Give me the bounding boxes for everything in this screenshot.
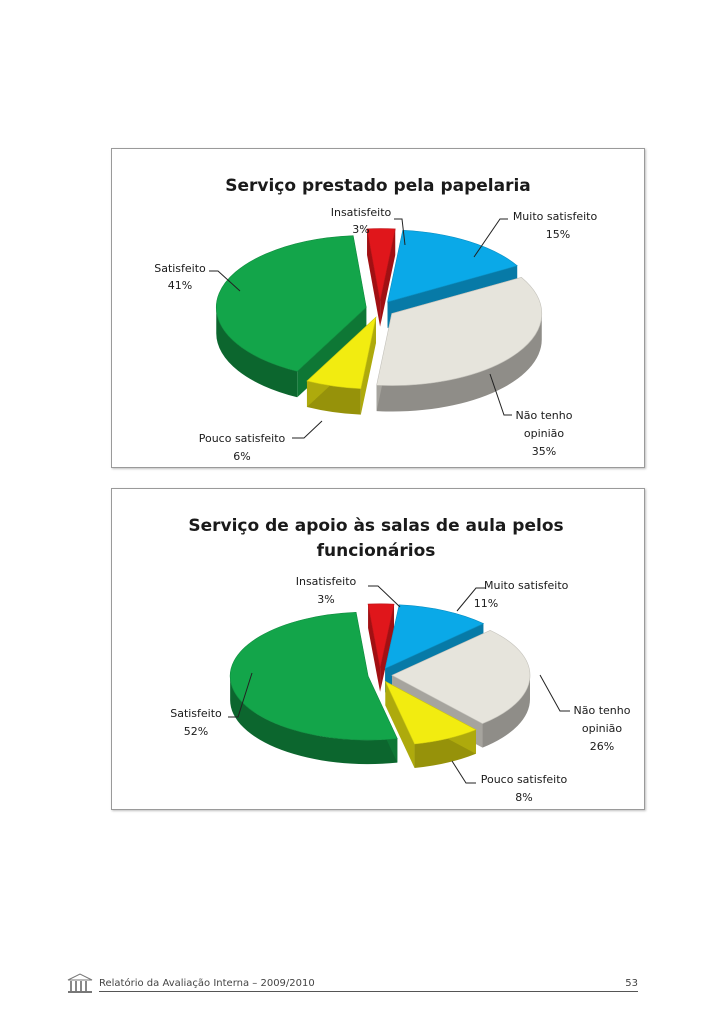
slice-insatisfeito xyxy=(367,603,395,668)
value-satisfeito: 41% xyxy=(168,279,192,292)
value-satisfeito: 52% xyxy=(184,725,208,738)
value-nao-tenho-opiniao: 35% xyxy=(532,445,556,458)
slice-edge-insatisfeito xyxy=(368,604,381,692)
slice-edge-insatisfeito xyxy=(380,228,396,327)
slice-edge-pouco-satisfeito xyxy=(385,681,415,768)
slice-nao-tenho-opiniao xyxy=(376,277,543,386)
label-opiniao: opinião xyxy=(582,722,623,735)
chart-title: Serviço prestado pela papelaria xyxy=(225,176,531,196)
footer-divider xyxy=(99,991,638,992)
school-logo-icon xyxy=(67,973,93,993)
slice-side-satisfeito xyxy=(230,676,398,765)
leader-muito-satisfeito xyxy=(456,587,486,612)
label-insatisfeito: Insatisfeito xyxy=(331,206,392,219)
page-footer: Relatório da Avaliação Interna – 2009/20… xyxy=(66,972,638,994)
leader-nao-tenho-opiniao xyxy=(539,674,570,712)
chart-apoio-salas: Serviço de apoio às salas de aula pelos … xyxy=(111,488,645,810)
value-muito-satisfeito: 15% xyxy=(546,228,570,241)
label-satisfeito: Satisfeito xyxy=(170,707,222,720)
slice-satisfeito xyxy=(229,612,398,741)
slice-edge-insatisfeito xyxy=(367,228,381,327)
leader-muito-satisfeito xyxy=(473,218,508,258)
label-pouco-satisfeito: Pouco satisfeito xyxy=(481,773,568,786)
slice-insatisfeito xyxy=(366,228,396,301)
slice-side-nao-tenho-opiniao xyxy=(376,313,542,412)
slice-edge-insatisfeito xyxy=(380,604,395,692)
value-nao-tenho-opiniao: 26% xyxy=(590,740,614,753)
label-opiniao: opinião xyxy=(524,427,565,440)
pie-slices xyxy=(215,228,543,415)
leader-pouco-satisfeito xyxy=(292,420,323,439)
slice-pouco-satisfeito xyxy=(384,680,477,745)
leader-satisfeito xyxy=(209,270,241,292)
slice-nao-tenho-opiniao xyxy=(391,630,531,724)
label-satisfeito: Satisfeito xyxy=(154,262,206,275)
leader-nao-tenho-opiniao xyxy=(489,373,512,416)
label-muito-satisfeito: Muito satisfeito xyxy=(484,579,569,592)
leader-insatisfeito xyxy=(368,585,401,608)
slice-side-satisfeito xyxy=(216,307,298,398)
footer-title: Relatório da Avaliação Interna – 2009/20… xyxy=(99,978,315,989)
chart-title-line-1: Serviço de apoio às salas de aula pelos xyxy=(188,516,563,536)
leader-pouco-satisfeito xyxy=(451,760,476,784)
pie-chart-papelaria: Serviço prestado pela papelaria Insatisf… xyxy=(154,176,598,463)
slice-muito-satisfeito xyxy=(384,604,485,670)
chart-papelaria: Serviço prestado pela papelaria Insatisf… xyxy=(111,148,645,468)
value-muito-satisfeito: 11% xyxy=(474,597,498,610)
value-insatisfeito: 3% xyxy=(317,593,334,606)
label-pouco-satisfeito: Pouco satisfeito xyxy=(199,432,286,445)
leader-satisfeito xyxy=(228,672,253,718)
pie-slices xyxy=(229,603,531,768)
chart-title-line-2: funcionários xyxy=(317,541,436,561)
slice-pouco-satisfeito xyxy=(306,316,377,389)
label-nao-tenho: Não tenho xyxy=(516,409,573,422)
label-muito-satisfeito: Muito satisfeito xyxy=(513,210,598,223)
leader-insatisfeito xyxy=(394,218,406,246)
label-nao-tenho: Não tenho xyxy=(574,704,631,717)
page-number: 53 xyxy=(625,978,638,989)
value-pouco-satisfeito: 8% xyxy=(515,791,532,804)
label-insatisfeito: Insatisfeito xyxy=(296,575,357,588)
value-insatisfeito: 3% xyxy=(352,223,369,236)
value-pouco-satisfeito: 6% xyxy=(233,450,250,463)
slice-satisfeito xyxy=(215,235,367,372)
pie-chart-apoio-salas: Serviço de apoio às salas de aula pelos … xyxy=(170,516,631,804)
slice-muito-satisfeito xyxy=(387,229,518,303)
